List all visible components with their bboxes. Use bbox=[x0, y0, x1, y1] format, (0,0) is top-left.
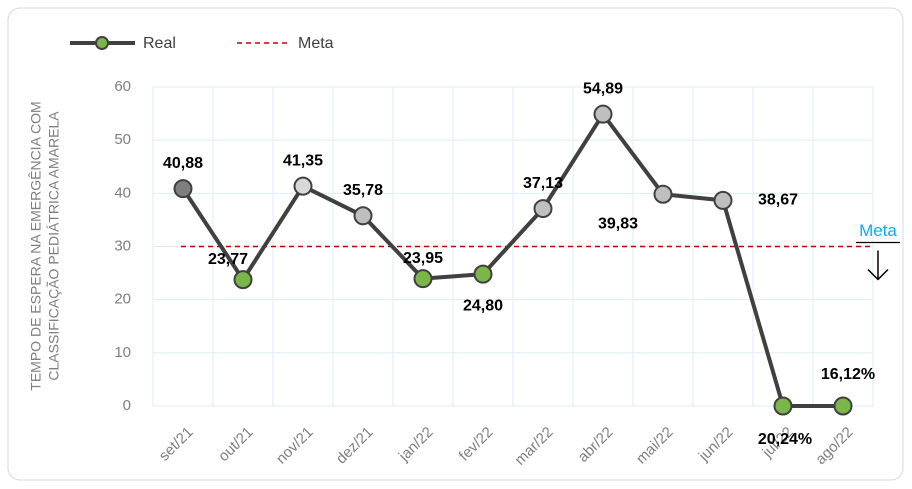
data-label: 38,67 bbox=[758, 192, 798, 209]
series-marker bbox=[533, 199, 553, 219]
series-marker bbox=[593, 104, 613, 124]
series-marker bbox=[713, 190, 733, 210]
data-label: 24,80 bbox=[463, 297, 503, 314]
data-label: 41,35 bbox=[283, 152, 323, 169]
data-label: 54,89 bbox=[583, 80, 623, 97]
data-label: 23,77 bbox=[208, 251, 248, 268]
target-annotation: Meta bbox=[859, 221, 897, 240]
y-tick-label: 30 bbox=[114, 237, 131, 254]
y-tick-label: 60 bbox=[114, 78, 131, 95]
legend-marker bbox=[95, 36, 109, 50]
legend-label: Real bbox=[143, 35, 176, 52]
y-tick-label: 20 bbox=[114, 291, 131, 308]
series-marker bbox=[473, 264, 493, 284]
data-label: 40,88 bbox=[163, 155, 203, 172]
series-marker bbox=[173, 179, 193, 199]
data-label: 39,83 bbox=[598, 215, 638, 232]
y-axis-label-line: CLASSIFICAÇÃO PEDIÁTRICA AMARELA bbox=[46, 111, 62, 381]
y-tick-label: 40 bbox=[114, 184, 131, 201]
series-marker bbox=[293, 176, 313, 196]
data-label: 37,13 bbox=[523, 175, 563, 192]
data-annotation: 20,24% bbox=[758, 431, 812, 448]
series-marker bbox=[653, 184, 673, 204]
series-marker bbox=[413, 269, 433, 289]
series-marker bbox=[233, 270, 253, 290]
chart-frame bbox=[7, 7, 904, 481]
y-axis-label: TEMPO DE ESPERA NA EMERGÊNCIA COM CLASSI… bbox=[28, 101, 62, 390]
y-tick-label: 50 bbox=[114, 131, 131, 148]
y-tick-label: 10 bbox=[114, 344, 131, 361]
data-label: 23,95 bbox=[403, 250, 443, 267]
series-marker bbox=[833, 396, 853, 416]
y-tick-label: 0 bbox=[123, 397, 131, 414]
legend-label: Meta bbox=[298, 35, 334, 52]
data-label: 35,78 bbox=[343, 182, 383, 199]
target-arrow bbox=[867, 250, 889, 281]
series-marker bbox=[353, 206, 373, 226]
series-marker bbox=[773, 396, 793, 416]
data-annotation: 16,12% bbox=[821, 366, 875, 383]
series-line bbox=[181, 112, 843, 408]
y-axis-label-line: TEMPO DE ESPERA NA EMERGÊNCIA COM bbox=[28, 101, 44, 390]
